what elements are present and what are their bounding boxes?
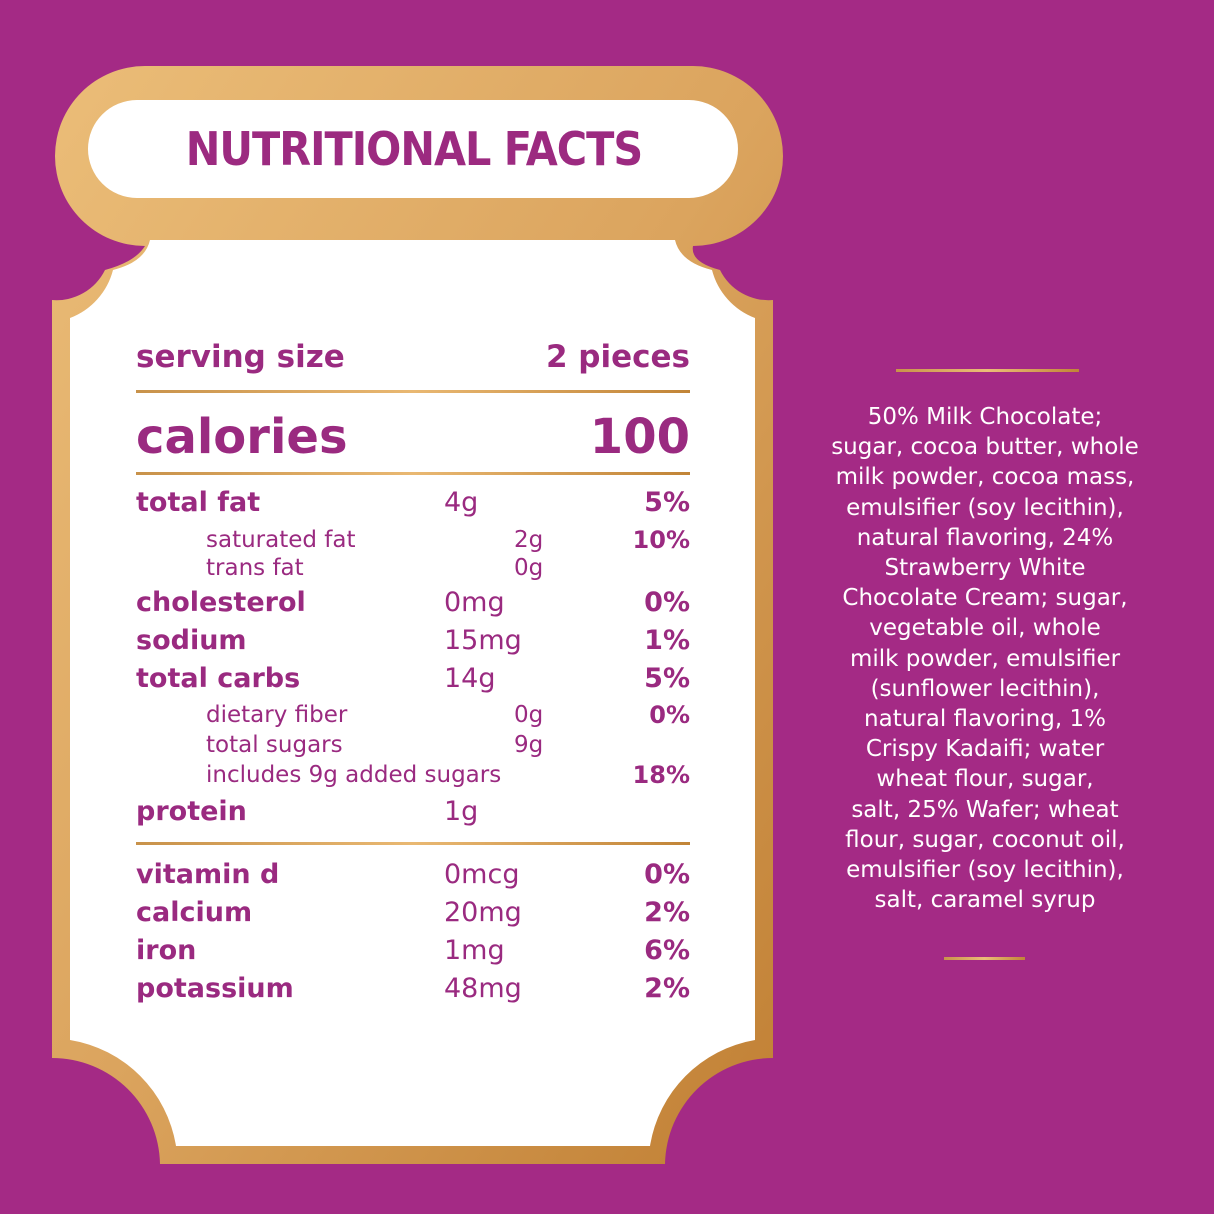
nutrient-label: total sugars [206, 732, 343, 758]
nutrient-label: sodium [136, 625, 247, 656]
vitamin-row: vitamin d 0mcg 0% [136, 857, 690, 893]
vitamin-row: potassium 48mg 2% [136, 971, 690, 1007]
calories-label: calories [136, 409, 348, 465]
nutrient-label: total carbs [136, 663, 301, 694]
vitamin-amount: 1mg [444, 935, 505, 966]
nutrient-label: saturated fat [206, 527, 356, 553]
divider [136, 842, 690, 845]
nutrient-row: sodium 15mg 1% [136, 623, 690, 659]
ingredients-line: sugar, cocoa butter, whole [831, 434, 1139, 461]
nutrient-amount: 0mg [444, 587, 505, 618]
nutrient-amount: 4g [444, 487, 479, 518]
nutrient-label: total fat [136, 487, 261, 518]
nutrient-label: dietary fiber [206, 702, 348, 728]
divider [136, 472, 690, 475]
vitamin-amount: 20mg [444, 897, 522, 928]
ingredients-line: Chocolate Cream; sugar, [842, 585, 1128, 612]
nutrient-label: includes 9g added sugars [206, 762, 502, 788]
nutrient-row: trans fat 0g [136, 553, 690, 583]
ingredients-top-divider [896, 369, 1079, 372]
nutrient-daily-value: 5% [644, 663, 690, 694]
ingredients-list: 50% Milk Chocolate; sugar, cocoa butter,… [812, 402, 1158, 915]
vitamin-amount: 48mg [444, 973, 522, 1004]
ingredients-line: flour, sugar, coconut oil, [845, 826, 1125, 853]
nutrient-label: protein [136, 796, 247, 827]
nutrient-daily-value: 18% [632, 761, 690, 789]
ingredients-line: milk powder, cocoa mass, [835, 464, 1135, 491]
vitamin-row: calcium 20mg 2% [136, 895, 690, 931]
ingredients-line: emulsifier (soy lecithin), [846, 494, 1124, 521]
ingredients-line: Crispy Kadaifi; water [865, 736, 1105, 763]
nutrient-amount: 14g [444, 663, 496, 694]
ingredients-line: (sunflower lecithin), [870, 675, 1100, 702]
calories-row: calories 100 [136, 407, 690, 467]
ingredients-bottom-divider [944, 957, 1025, 960]
vitamin-amount: 0mcg [444, 859, 520, 890]
nutrient-row: total fat 4g 5% [136, 485, 690, 521]
title-pill [88, 100, 738, 198]
ingredients-line: Strawberry White [884, 555, 1086, 582]
vitamin-daily-value: 2% [644, 897, 690, 928]
nutrient-amount: 1g [444, 796, 479, 827]
ingredients-line: wheat flour, sugar, [876, 766, 1094, 793]
nutrient-daily-value: 0% [644, 587, 690, 618]
vitamin-daily-value: 2% [644, 973, 690, 1004]
vitamin-label: vitamin d [136, 859, 280, 890]
calories-value: 100 [589, 409, 690, 465]
nutrient-amount: 0g [514, 702, 544, 728]
jar-inner-panel [70, 240, 755, 1146]
nutrient-amount: 2g [514, 527, 544, 553]
nutrient-row: includes 9g added sugars 18% [136, 760, 690, 790]
vitamin-label: potassium [136, 973, 294, 1004]
vitamin-row: iron 1mg 6% [136, 933, 690, 969]
page-title: NUTRITIONAL FACTS [185, 122, 643, 176]
vitamin-daily-value: 6% [644, 935, 690, 966]
ingredients-line: salt, 25% Wafer; wheat [851, 796, 1119, 823]
ingredients-line: vegetable oil, whole [869, 615, 1101, 642]
nutrient-label: trans fat [206, 555, 304, 581]
nutrient-amount: 15mg [444, 625, 522, 656]
vitamin-daily-value: 0% [644, 859, 690, 890]
nutrient-row: total carbs 14g 5% [136, 661, 690, 697]
nutrient-daily-value: 10% [632, 526, 690, 554]
nutrient-daily-value: 0% [649, 701, 690, 729]
nutrient-row: total sugars 9g [136, 730, 690, 760]
vitamin-label: iron [136, 935, 197, 966]
nutrient-row: protein 1g [136, 794, 690, 830]
nutrient-row: dietary fiber 0g 0% [136, 700, 690, 730]
nutrient-amount: 9g [514, 732, 544, 758]
nutrient-amount: 0g [514, 555, 544, 581]
serving-size-label: serving size [136, 339, 345, 375]
vitamin-label: calcium [136, 897, 253, 928]
ingredients-line: 50% Milk Chocolate; [867, 404, 1103, 430]
ingredients-line: salt, caramel syrup [874, 887, 1096, 914]
nutrient-row: cholesterol 0mg 0% [136, 585, 690, 621]
divider [136, 390, 690, 393]
serving-size-row: serving size 2 pieces [136, 339, 690, 375]
ingredients-line: milk powder, emulsifier [849, 645, 1121, 672]
ingredients-line: natural flavoring, 24% [856, 524, 1114, 551]
nutrient-label: cholesterol [136, 587, 306, 618]
serving-size-value: 2 pieces [545, 339, 690, 375]
nutrient-daily-value: 1% [644, 625, 690, 656]
nutrient-row: saturated fat 2g 10% [136, 525, 690, 555]
ingredients-line: natural flavoring, 1% [864, 706, 1106, 733]
ingredients-line: emulsifier (soy lecithin), [846, 857, 1124, 884]
nutrient-daily-value: 5% [644, 487, 690, 518]
